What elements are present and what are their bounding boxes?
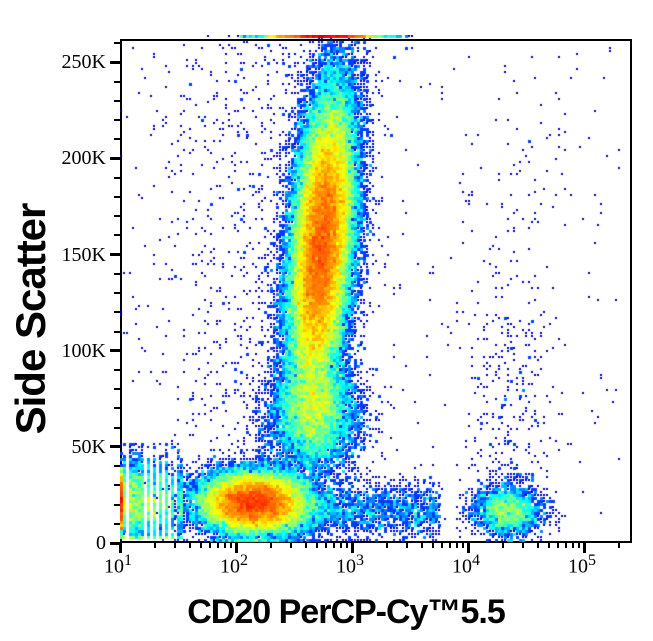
x-minor-tick (188, 543, 191, 548)
x-minor-tick (420, 543, 423, 548)
x-minor-tick (223, 543, 226, 548)
x-tick-label-exponent: 5 (588, 552, 596, 569)
x-minor-tick (174, 543, 177, 548)
y-tick-label: 0 (96, 532, 106, 554)
x-minor-tick (617, 543, 620, 548)
x-minor-tick (316, 543, 319, 548)
y-tick-label: 200K (61, 147, 106, 170)
x-minor-tick (153, 543, 156, 548)
y-major-tick (110, 156, 120, 160)
x-tick-label-base: 10 (104, 555, 124, 578)
y-axis-title: Side Scatter (7, 203, 54, 435)
y-tick-label: 150K (61, 243, 106, 266)
y-minor-tick (114, 80, 120, 83)
y-tick-label: 250K (61, 51, 106, 74)
x-tick-label-exponent: 2 (240, 552, 248, 569)
y-tick-label: 100K (61, 339, 106, 362)
y-minor-tick (114, 99, 120, 102)
x-minor-tick (557, 543, 560, 548)
x-tick-label-base: 10 (568, 555, 588, 578)
y-minor-tick (114, 176, 120, 179)
x-tick-label-exponent: 4 (472, 552, 480, 569)
y-major-tick (110, 253, 120, 257)
x-tick-label: 101 (104, 552, 132, 579)
y-minor-tick (114, 42, 120, 45)
x-minor-tick (577, 543, 580, 548)
y-minor-tick (114, 215, 120, 218)
x-tick-label-base: 10 (336, 555, 356, 578)
y-minor-tick (114, 368, 120, 371)
y-minor-tick (114, 138, 120, 141)
x-tick-label-exponent: 1 (124, 552, 132, 569)
y-tick-label: 50K (71, 435, 106, 458)
y-minor-tick (114, 465, 120, 468)
x-minor-tick (209, 543, 212, 548)
x-minor-tick (333, 543, 336, 548)
x-major-tick (466, 543, 470, 553)
x-major-tick (582, 543, 586, 553)
y-minor-tick (114, 503, 120, 506)
x-tick-label: 103 (336, 552, 364, 579)
x-major-tick (350, 543, 354, 553)
x-tick-label: 104 (452, 552, 480, 579)
y-minor-tick (114, 522, 120, 525)
x-minor-tick (290, 543, 293, 548)
y-minor-tick (114, 407, 120, 410)
x-tick-label: 105 (568, 552, 596, 579)
y-major-tick (110, 541, 120, 545)
x-minor-tick (269, 543, 272, 548)
x-minor-tick (345, 543, 348, 548)
y-minor-tick (114, 195, 120, 198)
x-tick-label-base: 10 (452, 555, 472, 578)
x-minor-tick (200, 543, 203, 548)
x-major-tick (234, 543, 238, 553)
x-minor-tick (406, 543, 409, 548)
x-minor-tick (217, 543, 220, 548)
x-minor-tick (229, 543, 232, 548)
x-major-tick (118, 543, 122, 553)
y-minor-tick (114, 234, 120, 237)
x-minor-tick (325, 543, 328, 548)
y-minor-tick (114, 426, 120, 429)
x-axis-title: CD20 PerCP-Cy™5.5 (187, 593, 505, 631)
density-scatter-canvas (120, 35, 632, 543)
x-tick-label: 102 (220, 552, 248, 579)
y-major-tick (110, 60, 120, 64)
x-minor-tick (432, 543, 435, 548)
y-minor-tick (114, 484, 120, 487)
y-minor-tick (114, 388, 120, 391)
x-minor-tick (536, 543, 539, 548)
x-minor-tick (304, 543, 307, 548)
y-major-tick (110, 445, 120, 449)
y-major-tick (110, 349, 120, 353)
x-minor-tick (441, 543, 444, 548)
y-minor-tick (114, 119, 120, 122)
x-minor-tick (501, 543, 504, 548)
x-minor-tick (385, 543, 388, 548)
x-minor-tick (565, 543, 568, 548)
x-tick-label-base: 10 (220, 555, 240, 578)
x-minor-tick (522, 543, 525, 548)
x-minor-tick (571, 543, 574, 548)
y-minor-tick (114, 330, 120, 333)
x-minor-tick (461, 543, 464, 548)
y-minor-tick (114, 292, 120, 295)
x-minor-tick (449, 543, 452, 548)
x-minor-tick (455, 543, 458, 548)
y-minor-tick (114, 272, 120, 275)
y-minor-tick (114, 311, 120, 314)
x-tick-label-exponent: 3 (356, 552, 364, 569)
x-minor-tick (548, 543, 551, 548)
x-minor-tick (339, 543, 342, 548)
